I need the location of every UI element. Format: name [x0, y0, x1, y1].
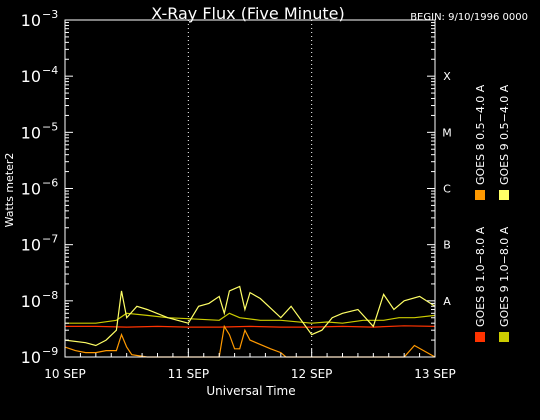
legend-label: GOES 8 0.5−4.0 A	[474, 84, 487, 185]
y-tick-label: 10	[21, 67, 41, 86]
flare-class-labels: X M C B A	[442, 70, 452, 308]
legend-label: GOES 9 0.5−4.0 A	[498, 84, 511, 185]
x-tick-label: 10 SEP	[44, 367, 86, 381]
y-tick-label: 10	[21, 292, 41, 311]
flare-class-label: B	[443, 239, 451, 252]
y-tick-exponent: −7	[42, 233, 58, 246]
x-ticks: 10 SEP 11 SEP 12 SEP 13 SEP	[44, 349, 456, 381]
legend-swatch	[475, 190, 485, 200]
flare-class-label: A	[443, 295, 451, 308]
legend-swatch	[499, 332, 509, 342]
y-tick-label: 10	[21, 11, 41, 30]
y-tick-exponent: −9	[42, 345, 58, 358]
flare-class-label: X	[443, 70, 451, 83]
x-tick-label: 13 SEP	[414, 367, 456, 381]
y-tick-exponent: −6	[42, 177, 58, 190]
day-grid-lines	[187, 20, 313, 357]
y-tick-exponent: −5	[42, 120, 58, 133]
y-tick-label: 10	[21, 123, 41, 142]
legend-label: GOES 9 1.0−8.0 A	[498, 226, 511, 327]
flare-class-label: M	[442, 126, 452, 139]
y-tick-exponent: −4	[42, 64, 58, 77]
x-axis-label: Universal Time	[206, 384, 295, 398]
chart-title: X-Ray Flux (Five Minute)	[151, 4, 344, 23]
flare-class-label: C	[443, 183, 451, 196]
y-tick-exponent: −3	[42, 8, 58, 21]
legend: GOES 8 1.0−8.0 A GOES 8 0.5−4.0 A GOES 9 1…	[474, 84, 511, 342]
series-line	[64, 285, 436, 347]
y-ticks: 10−910−810−710−610−510−410−3	[21, 8, 435, 367]
y-tick-exponent: −8	[42, 289, 58, 302]
y-tick-label: 10	[21, 348, 41, 367]
legend-label: GOES 8 1.0−8.0 A	[474, 226, 487, 327]
y-tick-label: 10	[21, 236, 41, 255]
x-tick-label: 11 SEP	[168, 367, 210, 381]
x-tick-label: 12 SEP	[291, 367, 333, 381]
y-tick-label: 10	[21, 180, 41, 199]
legend-swatch	[499, 190, 509, 200]
y-axis-label: Watts meter2	[3, 153, 16, 228]
begin-label: BEGIN: 9/10/1996 0000	[410, 12, 528, 23]
legend-swatch	[475, 332, 485, 342]
